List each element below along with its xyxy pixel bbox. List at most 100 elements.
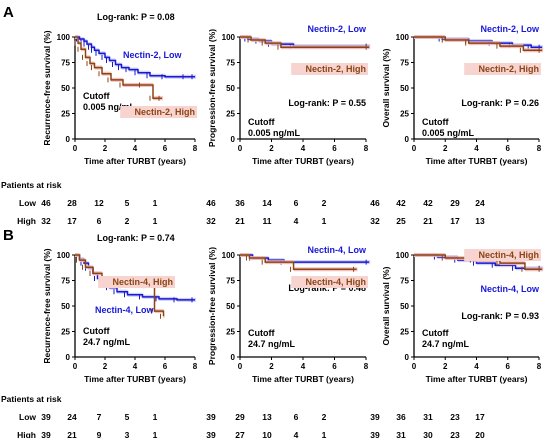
x-axis-title: Time after TURBT (years) [252,374,354,384]
x-tick-label: 2 [269,362,274,371]
x-tick-label: 6 [163,362,168,371]
risk-count: 24 [475,198,485,208]
risk-count: 28 [67,198,77,208]
risk-row-label: Low [19,412,36,422]
y-axis-title: Overall survival (%) [381,266,391,345]
km-panel-b3: 0 25 50 75 100 0 2 4 6 8 Time after TURBT (years) O… [381,249,544,384]
y-tick-label: 0 [231,135,236,144]
risk-count: 6 [294,412,299,422]
x-tick-label: 0 [238,362,243,371]
survival-curve-high [240,36,370,48]
risk-count: 39 [41,430,51,438]
legend-highlight [291,276,368,288]
legend-label-high: Nectin-2, High [134,107,195,117]
x-axis-title: Time after TURBT (years) [84,374,186,384]
cutoff-title: Cutoff [422,117,449,127]
y-tick-label: 25 [61,328,70,337]
x-tick-label: 4 [301,144,306,153]
survival-curve-high [75,36,162,99]
risk-count: 36 [235,198,245,208]
risk-count: 10 [262,430,272,438]
risk-count: 1 [153,198,158,208]
risk-count: 17 [475,412,485,422]
x-tick-label: 4 [474,362,479,371]
risk-count: 39 [206,430,216,438]
y-tick-label: 75 [226,59,235,68]
cutoff-title: Cutoff [422,328,449,338]
risk-count: 24 [67,412,77,422]
legend-label-low: Nectin-2, Low [480,24,540,34]
risk-count: 5 [125,412,130,422]
risk-count: 39 [41,412,51,422]
y-tick-label: 0 [66,135,71,144]
x-tick-label: 8 [537,144,542,153]
y-tick-label: 0 [405,353,410,362]
risk-count: 14 [262,198,272,208]
y-tick-label: 50 [400,84,409,93]
risk-count: 1 [322,430,327,438]
legend-label-low: Nectin-4, Low [95,305,155,315]
risk-count: 27 [235,430,245,438]
x-axis-title: Time after TURBT (years) [426,374,528,384]
x-tick-label: 6 [506,362,511,371]
y-tick-label: 75 [61,59,70,68]
risk-count: 5 [125,198,130,208]
legend-label-high: Nectin-4, High [478,250,539,260]
risk-count: 32 [370,216,380,226]
risk-count: 46 [206,198,216,208]
x-tick-label: 2 [103,144,108,153]
x-tick-label: 0 [412,144,417,153]
cutoff-title: Cutoff [83,91,110,101]
legend-highlight [291,63,368,75]
x-tick-label: 6 [506,144,511,153]
legend-label-low: Nectin-4, Low [480,284,540,294]
survival-curve-high [414,36,543,52]
risk-count: 7 [97,412,102,422]
y-tick-label: 100 [396,33,410,42]
x-tick-label: 8 [193,144,198,153]
risk-count: 11 [263,216,272,226]
cutoff-title: Cutoff [248,328,275,338]
survival-curve-low [75,36,195,78]
logrank-label: Log-rank: P = 0.55 [288,98,366,108]
risk-count: 42 [396,198,406,208]
y-tick-label: 100 [222,33,236,42]
y-tick-label: 50 [61,84,70,93]
risk-count: 36 [396,412,406,422]
risk-row-label: High [17,430,36,438]
cutoff-value: 24.7 ng/mL [248,339,296,349]
y-axis-title: Progression-free survival (%) [207,29,217,147]
y-tick-label: 25 [226,110,235,119]
cutoff-title: Cutoff [83,326,110,336]
y-axis-title: Overall survival (%) [381,48,391,127]
cutoff-value: 0.005 ng/mL [248,128,301,138]
risk-count: 1 [153,412,158,422]
legend-label-high: Nectin-2, High [478,64,539,74]
y-tick-label: 75 [226,277,235,286]
x-tick-label: 0 [73,144,78,153]
risk-count: 13 [475,216,485,226]
cutoff-value: 24.7 ng/mL [83,337,131,347]
x-tick-label: 0 [73,362,78,371]
y-tick-label: 25 [61,110,70,119]
x-tick-label: 6 [332,362,337,371]
legend-label-high: Nectin-2, High [305,64,366,74]
y-tick-label: 100 [57,251,71,260]
risk-count: 1 [153,216,158,226]
y-tick-label: 50 [61,302,70,311]
y-tick-label: 50 [226,302,235,311]
legend-label-low: Nectin-2, Low [307,24,367,34]
y-tick-label: 100 [57,33,71,42]
risk-count: 30 [423,430,433,438]
risk-count: 31 [423,412,433,422]
risk-count: 1 [322,216,327,226]
risk-count: 39 [370,430,380,438]
risk-count: 17 [450,216,460,226]
y-tick-label: 75 [400,59,409,68]
x-tick-label: 0 [238,144,243,153]
legend-highlight [98,276,175,288]
